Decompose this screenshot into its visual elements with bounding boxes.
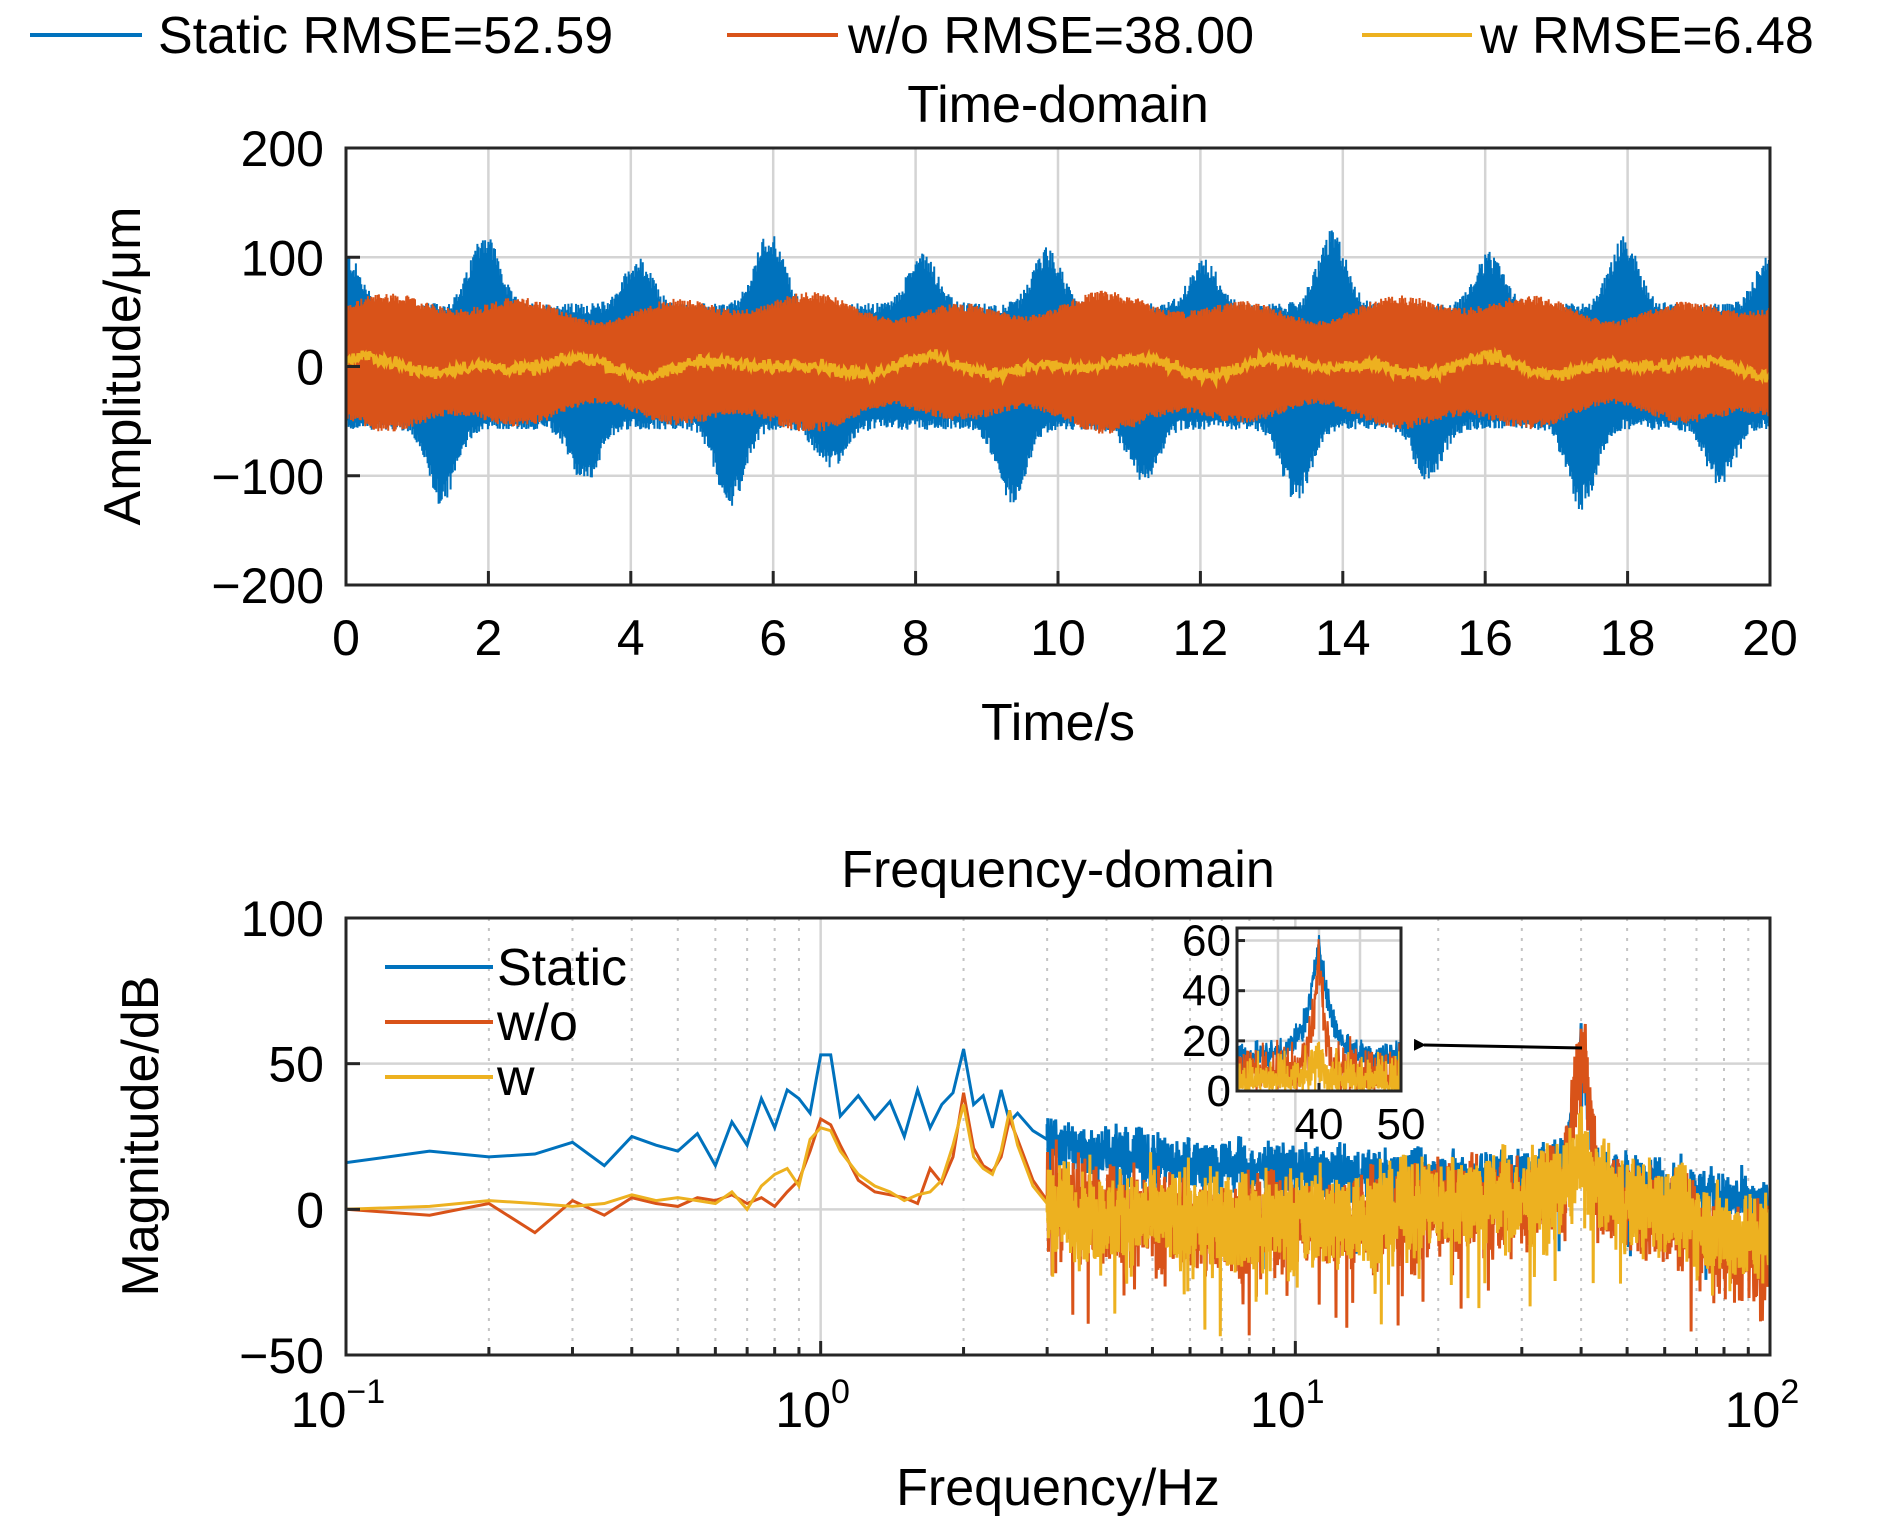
frequency-domain-series: [346, 1023, 1770, 1337]
freq-y-tick-label: −50: [239, 1328, 324, 1384]
freq-x-tick-label: 10−1: [291, 1373, 385, 1438]
frequency-domain-xlabel: Frequency/Hz: [896, 1459, 1220, 1517]
freq-series-w: [346, 1104, 1770, 1337]
freq-legend-w-label: w: [496, 1049, 535, 1107]
time-series-w: [346, 346, 1770, 390]
inset-x-tick-label: 50: [1377, 1100, 1426, 1149]
freq-y-tick-label: 100: [241, 891, 324, 947]
frequency-legend: Static w/o w: [385, 939, 627, 1107]
time-domain-series: [346, 230, 1770, 510]
time-domain-x-ticks: 0 2 4 6 8 10 12 14 16 18 20: [332, 571, 1798, 666]
time-x-tick-label: 12: [1173, 610, 1229, 666]
frequency-domain-ylabel: Magnitude/dB: [112, 976, 170, 1297]
freq-y-tick-label: 50: [268, 1037, 324, 1093]
inset-series: [1237, 935, 1401, 1091]
time-x-tick-label: 0: [332, 610, 360, 666]
time-x-tick-label: 4: [617, 610, 645, 666]
time-x-tick-label: 16: [1457, 610, 1513, 666]
time-domain-xlabel: Time/s: [981, 694, 1135, 752]
time-x-tick-label: 20: [1742, 610, 1798, 666]
inset-y-tick-label: 40: [1182, 967, 1231, 1016]
time-domain-y-ticks: 200 100 0 −100 −200: [211, 121, 360, 614]
inset-arrow: [1413, 1038, 1583, 1051]
frequency-domain-plot: Frequency-domain 10−1 100 101 102 100 50 0 −50…: [112, 841, 1799, 1517]
time-y-tick-label: −100: [211, 449, 324, 505]
time-x-tick-label: 6: [759, 610, 787, 666]
time-x-tick-label: 14: [1315, 610, 1371, 666]
frequency-domain-frame: [344, 916, 1772, 1357]
freq-x-tick-label: 102: [1725, 1373, 1800, 1438]
frequency-domain-y-ticks: 100 50 0 −50: [239, 891, 360, 1384]
inset-y-tick-label: 60: [1182, 917, 1231, 966]
inset-series-line: [1237, 935, 1401, 1074]
time-y-tick-label: 100: [241, 230, 324, 286]
time-y-tick-label: 0: [296, 340, 324, 396]
legend-w-label: w RMSE=6.48: [1479, 7, 1814, 65]
legend-wo-label: w/o RMSE=38.00: [847, 7, 1254, 65]
freq-legend-wo-label: w/o: [496, 994, 578, 1052]
inset-y-tick-label: 20: [1182, 1017, 1231, 1066]
legend-static-label: Static RMSE=52.59: [158, 7, 613, 65]
frequency-domain-x-ticks: 10−1 100 101 102: [291, 1341, 1799, 1438]
time-series-wo: [346, 290, 1770, 434]
time-domain-plot: Time-domain 0 2 4 6 8 10 12 14 16 18 20 200 100 0 −10…: [94, 76, 1798, 752]
inset-series-line: [1237, 1041, 1401, 1091]
time-y-tick-label: −200: [211, 558, 324, 614]
time-y-tick-label: 200: [241, 121, 324, 177]
time-domain-ylabel: Amplitude/μm: [94, 207, 152, 526]
time-x-tick-label: 8: [902, 610, 930, 666]
freq-legend-static-label: Static: [497, 939, 627, 997]
frequency-domain-title: Frequency-domain: [841, 841, 1275, 899]
time-domain-title: Time-domain: [907, 76, 1209, 134]
freq-x-tick-label: 101: [1250, 1373, 1325, 1438]
time-x-tick-label: 10: [1030, 610, 1086, 666]
time-x-tick-label: 18: [1600, 610, 1656, 666]
inset-x-tick-label: 40: [1295, 1100, 1344, 1149]
top-legend: Static RMSE=52.59 w/o RMSE=38.00 w RMSE=…: [30, 7, 1814, 65]
inset-y-tick-label: 0: [1207, 1067, 1231, 1116]
freq-y-tick-label: 0: [296, 1182, 324, 1238]
freq-x-tick-label: 100: [775, 1373, 850, 1438]
time-x-tick-label: 2: [474, 610, 502, 666]
